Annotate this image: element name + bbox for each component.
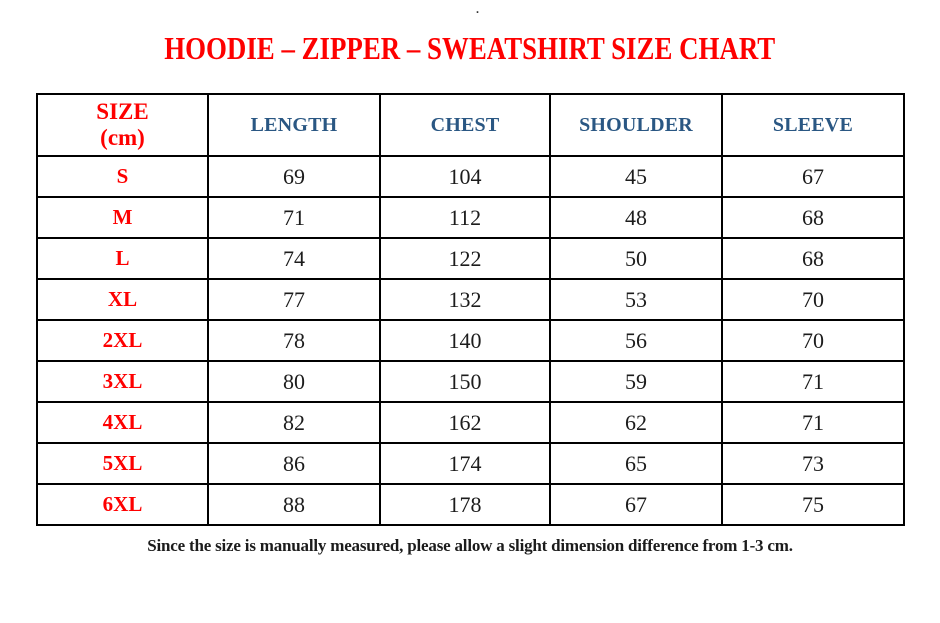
table-row: M 71 112 48 68 (36, 196, 905, 239)
size-cell: M (36, 196, 209, 239)
size-cell: 4XL (36, 401, 209, 444)
chest-cell: 174 (379, 442, 551, 485)
chest-cell: 132 (379, 278, 551, 321)
size-header-line2: (cm) (100, 125, 145, 150)
column-header-sleeve: SLEEVE (721, 93, 905, 157)
sleeve-cell: 68 (721, 237, 905, 280)
size-cell: XL (36, 278, 209, 321)
column-header-chest: CHEST (379, 93, 551, 157)
sleeve-cell: 75 (721, 483, 905, 526)
chest-cell: 178 (379, 483, 551, 526)
size-cell: 6XL (36, 483, 209, 526)
stray-dot: . (476, 2, 479, 16)
footnote: Since the size is manually measured, ple… (147, 536, 793, 555)
size-header-line1: SIZE (96, 99, 149, 125)
sleeve-cell: 70 (721, 319, 905, 362)
length-cell: 80 (207, 360, 381, 403)
length-cell: 69 (207, 155, 381, 198)
sleeve-cell: 71 (721, 360, 905, 403)
sleeve-cell: 68 (721, 196, 905, 239)
size-cell: S (36, 155, 209, 198)
size-chart-body: S 69 104 45 67 M 71 112 48 68 L 74 122 50 68 XL 77 132 53 7… (36, 155, 905, 526)
length-cell: 77 (207, 278, 381, 321)
chest-cell: 104 (379, 155, 551, 198)
shoulder-cell: 50 (549, 237, 723, 280)
size-cell: 5XL (36, 442, 209, 485)
table-row: 2XL 78 140 56 70 (36, 319, 905, 362)
sleeve-cell: 71 (721, 401, 905, 444)
length-cell: 71 (207, 196, 381, 239)
sleeve-cell: 67 (721, 155, 905, 198)
chest-cell: 150 (379, 360, 551, 403)
shoulder-cell: 67 (549, 483, 723, 526)
title-container: HOODIE – ZIPPER – SWEATSHIRT SIZE CHART (0, 30, 940, 67)
table-row: 5XL 86 174 65 73 (36, 442, 905, 485)
length-cell: 86 (207, 442, 381, 485)
shoulder-cell: 62 (549, 401, 723, 444)
chest-cell: 162 (379, 401, 551, 444)
size-chart-table: SIZE (cm) LENGTH CHEST SHOULDER SLEEVE S… (36, 93, 905, 526)
column-header-length: LENGTH (207, 93, 381, 157)
length-cell: 78 (207, 319, 381, 362)
chest-cell: 122 (379, 237, 551, 280)
shoulder-cell: 56 (549, 319, 723, 362)
shoulder-cell: 59 (549, 360, 723, 403)
size-cell: L (36, 237, 209, 280)
table-row: S 69 104 45 67 (36, 155, 905, 198)
length-cell: 74 (207, 237, 381, 280)
size-cell: 3XL (36, 360, 209, 403)
table-row: L 74 122 50 68 (36, 237, 905, 280)
size-cell: 2XL (36, 319, 209, 362)
chest-cell: 112 (379, 196, 551, 239)
page-title: HOODIE – ZIPPER – SWEATSHIRT SIZE CHART (164, 30, 776, 66)
table-row: 6XL 88 178 67 75 (36, 483, 905, 526)
length-cell: 88 (207, 483, 381, 526)
sleeve-cell: 73 (721, 442, 905, 485)
shoulder-cell: 65 (549, 442, 723, 485)
table-row: XL 77 132 53 70 (36, 278, 905, 321)
length-cell: 82 (207, 401, 381, 444)
table-row: 3XL 80 150 59 71 (36, 360, 905, 403)
shoulder-cell: 53 (549, 278, 723, 321)
column-header-size: SIZE (cm) (36, 93, 209, 157)
chest-cell: 140 (379, 319, 551, 362)
shoulder-cell: 45 (549, 155, 723, 198)
table-row: 4XL 82 162 62 71 (36, 401, 905, 444)
column-header-shoulder: SHOULDER (549, 93, 723, 157)
table-header-row: SIZE (cm) LENGTH CHEST SHOULDER SLEEVE (36, 93, 905, 157)
shoulder-cell: 48 (549, 196, 723, 239)
sleeve-cell: 70 (721, 278, 905, 321)
